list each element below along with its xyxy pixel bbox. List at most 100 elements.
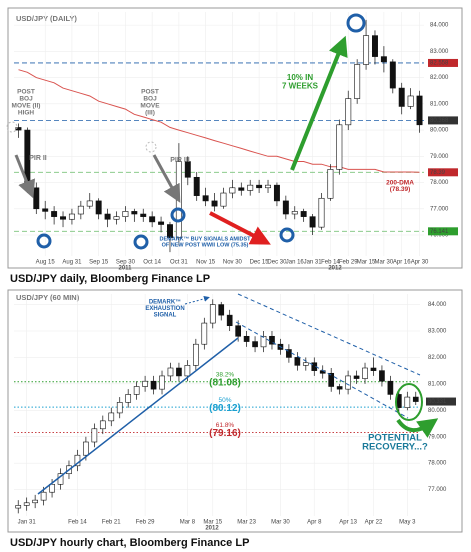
overlays xyxy=(6,13,439,495)
y-tick-label: 84.000 xyxy=(430,23,449,29)
annotation: OF NEW POST WWII LOW (75.35) xyxy=(162,242,249,248)
candle-body xyxy=(220,192,227,207)
candle-body xyxy=(140,213,147,217)
annotation: 7 WEEKS xyxy=(282,82,319,91)
candle-body xyxy=(202,195,209,202)
x-tick-label: Nov 15 xyxy=(196,260,216,266)
circle xyxy=(346,13,366,33)
candle-body xyxy=(122,211,129,217)
fib-label: (80.12) xyxy=(209,403,241,414)
annotation: MOVE xyxy=(140,103,160,110)
chart-title: USD/JPY (60 MIN) xyxy=(16,293,80,302)
circle xyxy=(6,121,18,133)
candle-body xyxy=(226,314,233,327)
annotation: (78.39) xyxy=(390,186,411,193)
candle-body xyxy=(407,95,414,107)
x-tick-label: Jan 31 xyxy=(18,520,37,526)
price-tag-label: 78.39 xyxy=(430,170,446,176)
x-tick-label: Jan 16 xyxy=(286,260,305,266)
y-tick-label: 77.000 xyxy=(430,206,449,212)
candle-body xyxy=(91,428,98,443)
x-tick-label: May 3 xyxy=(399,520,416,526)
circle xyxy=(395,383,423,421)
candle-body xyxy=(370,367,377,371)
candle-body xyxy=(184,365,191,377)
annotation: DEMARK™ xyxy=(149,299,181,306)
price-tag xyxy=(426,397,456,406)
candle-body xyxy=(327,169,334,199)
arrow xyxy=(290,35,348,171)
x-tick-label: Feb 21 xyxy=(102,520,121,526)
candle-body xyxy=(83,441,89,456)
x-tick-label: Aug 15 xyxy=(36,260,56,266)
candle-body xyxy=(116,402,123,414)
x-tick-label: Mar 30 xyxy=(271,520,290,526)
x-tick-label: Apr 16 xyxy=(393,260,411,266)
x-tick-label: Feb 29 xyxy=(136,520,155,526)
candle-body xyxy=(142,380,148,387)
candle-body xyxy=(51,211,58,217)
candle-body xyxy=(193,176,200,196)
candle-body xyxy=(235,325,241,337)
x-tick-label: Apr 22 xyxy=(365,520,383,526)
price-tag-label: 80.331 xyxy=(428,399,447,405)
candle-body xyxy=(302,362,309,366)
candle-body xyxy=(133,386,140,395)
price-tag xyxy=(428,227,458,236)
candle-body xyxy=(243,335,250,342)
x-tick-label: Dec 30 xyxy=(267,260,287,266)
candle-body xyxy=(353,375,360,379)
x-tick-label: Apr 30 xyxy=(411,260,429,266)
candle-body xyxy=(167,224,173,238)
candle-body xyxy=(176,367,182,377)
annotation: EXHAUSTION xyxy=(145,306,184,312)
candle-body xyxy=(23,502,30,506)
y-tick-label: 80.000 xyxy=(430,128,449,134)
candle-body xyxy=(404,396,411,408)
y-tick-label: 77.000 xyxy=(428,487,447,493)
candle-body xyxy=(33,187,40,210)
candle-body xyxy=(150,380,157,390)
annotation: 2012 xyxy=(328,266,342,272)
x-tick-label: Oct 31 xyxy=(170,260,188,266)
caption: USD/JPY daily, Bloomberg Finance LP xyxy=(10,273,210,285)
candle-body xyxy=(363,35,370,65)
annotation: DEMARK™ BUY SIGNALS AMIDST xyxy=(159,236,251,242)
y-tick-label: 84.000 xyxy=(428,302,447,308)
candle-body xyxy=(209,304,216,324)
channel-line xyxy=(235,321,409,419)
y-tick-label: 81.000 xyxy=(430,101,449,107)
candle-body xyxy=(336,386,343,390)
annotation: POTENTIAL xyxy=(368,433,422,444)
candle-body xyxy=(104,213,111,220)
fib-pct: 61.8% xyxy=(216,422,235,429)
x-tick-label: Feb 29 xyxy=(339,260,358,266)
annotation: POST xyxy=(141,89,159,96)
x-tick-label: Oct 14 xyxy=(143,260,161,266)
candle-body xyxy=(15,505,22,509)
candle-body xyxy=(372,35,378,57)
x-tick-label: Mar 23 xyxy=(237,520,256,526)
annotation: BOJ xyxy=(143,96,157,103)
candle-body xyxy=(95,200,102,215)
candle-body xyxy=(291,211,298,215)
candle-body xyxy=(68,213,75,220)
candle-body xyxy=(158,221,165,225)
circle xyxy=(145,141,157,153)
candle-body xyxy=(108,412,115,422)
y-tick-label: 79.000 xyxy=(428,434,447,440)
x-tick-label: Dec 15 xyxy=(250,260,270,266)
candle-body xyxy=(412,396,419,402)
annotation: BOJ xyxy=(19,96,33,103)
annotation: MOVE (II) xyxy=(12,103,41,110)
candle-body xyxy=(211,200,218,207)
y-tick-label: 76.000 xyxy=(430,233,449,239)
candle-body xyxy=(336,124,343,170)
x-tick-label: Mar 8 xyxy=(180,520,196,526)
annotation: (III) xyxy=(145,110,155,117)
circle xyxy=(133,234,149,250)
candle-body xyxy=(201,322,208,345)
candle-body xyxy=(362,367,368,379)
